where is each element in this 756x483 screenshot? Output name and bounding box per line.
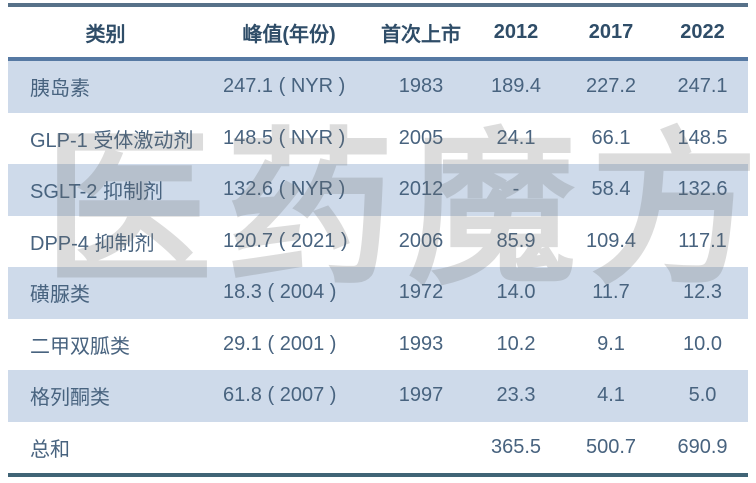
cell-2017: 109.4 (585, 229, 637, 252)
cell-2022: 690.9 (677, 435, 728, 458)
cell-2012: - (512, 178, 520, 201)
table-header-row: 类别 峰值(年份) 首次上市 2012 2017 2022 (8, 7, 748, 57)
col-header-2022: 2022 (680, 20, 725, 43)
cell-2017: 227.2 (585, 75, 637, 98)
table-top-border (8, 3, 748, 7)
cell-peak: 132.6 ( NYR ) (223, 178, 346, 201)
cell-2012: 23.3 (496, 384, 536, 407)
table-row-glp1: GLP-1 受体激动剂 148.5 ( NYR ) 2005 24.1 66.1… (8, 112, 748, 164)
cell-2012: 85.9 (496, 229, 536, 252)
cell-category: 总和 (30, 438, 70, 461)
cell-2022: 12.3 (683, 281, 722, 304)
cell-category: DPP-4 抑制剂 (30, 232, 155, 255)
cell-category: 胰岛素 (30, 78, 90, 101)
col-header-first-launch: 首次上市 (381, 23, 461, 46)
cell-2017: 500.7 (585, 435, 637, 458)
table-row-total: 总和 365.5 500.7 690.9 (8, 421, 748, 473)
cell-launch: 2012 (398, 178, 444, 201)
cell-category: 二甲双胍类 (30, 335, 130, 358)
table-row-glitazone: 格列酮类 61.8 ( 2007 ) 1997 23.3 4.1 5.0 (8, 370, 748, 422)
cell-launch: 2005 (398, 126, 444, 149)
cell-2022: 10.0 (683, 332, 722, 355)
cell-peak: 18.3 ( 2004 ) (223, 281, 337, 304)
cell-category: SGLT-2 抑制剂 (30, 181, 163, 204)
table-row-sglt2: SGLT-2 抑制剂 132.6 ( NYR ) 2012 - 58.4 132… (8, 164, 748, 216)
cell-category: GLP-1 受体激动剂 (30, 129, 194, 152)
header-divider-line (8, 57, 748, 61)
cell-category: 磺脲类 (30, 284, 90, 307)
cell-category: 格列酮类 (30, 387, 110, 410)
col-header-peak-year: 峰值(年份) (242, 23, 336, 46)
cell-peak: 247.1 ( NYR ) (223, 75, 346, 98)
table-row-insulin: 胰岛素 247.1 ( NYR ) 1983 189.4 227.2 247.1 (8, 61, 748, 113)
cell-peak: 148.5 ( NYR ) (223, 126, 346, 149)
cell-launch: 1972 (398, 281, 444, 304)
col-header-2017: 2017 (588, 20, 634, 43)
cell-2012: 10.2 (496, 332, 536, 355)
cell-2022: 5.0 (688, 384, 717, 407)
cell-launch: 2006 (398, 229, 444, 252)
cell-2012: 24.1 (496, 126, 536, 149)
cell-2012: 14.0 (496, 281, 536, 304)
cell-2022: 247.1 (677, 75, 728, 98)
table-row-dpp4: DPP-4 抑制剂 120.7 ( 2021 ) 2006 85.9 109.4… (8, 215, 748, 267)
col-header-category: 类别 (85, 23, 126, 46)
cell-launch: 1993 (398, 332, 444, 355)
cell-2022: 148.5 (677, 126, 728, 149)
cell-launch: 1997 (398, 384, 444, 407)
cell-2022: 117.1 (678, 229, 727, 252)
cell-2017: 4.1 (597, 384, 625, 407)
cell-peak: 120.7 ( 2021 ) (223, 229, 348, 252)
cell-2017: 9.1 (597, 332, 625, 355)
cell-2012: 189.4 (490, 75, 542, 98)
cell-2012: 365.5 (490, 435, 542, 458)
col-header-2012: 2012 (493, 20, 539, 43)
cell-2022: 132.6 (677, 178, 728, 201)
cell-2017: 58.4 (591, 178, 631, 201)
cell-launch: 1983 (398, 75, 444, 98)
cell-2017: 66.1 (591, 126, 631, 149)
cell-2017: 11.7 (592, 281, 630, 304)
cell-peak: 61.8 ( 2007 ) (223, 384, 337, 407)
table-bottom-border (8, 473, 748, 477)
cell-peak: 29.1 ( 2001 ) (223, 332, 337, 355)
table-row-metformin: 二甲双胍类 29.1 ( 2001 ) 1993 10.2 9.1 10.0 (8, 318, 748, 370)
table-row-sulfonylurea: 磺脲类 18.3 ( 2004 ) 1972 14.0 11.7 12.3 (8, 267, 748, 319)
